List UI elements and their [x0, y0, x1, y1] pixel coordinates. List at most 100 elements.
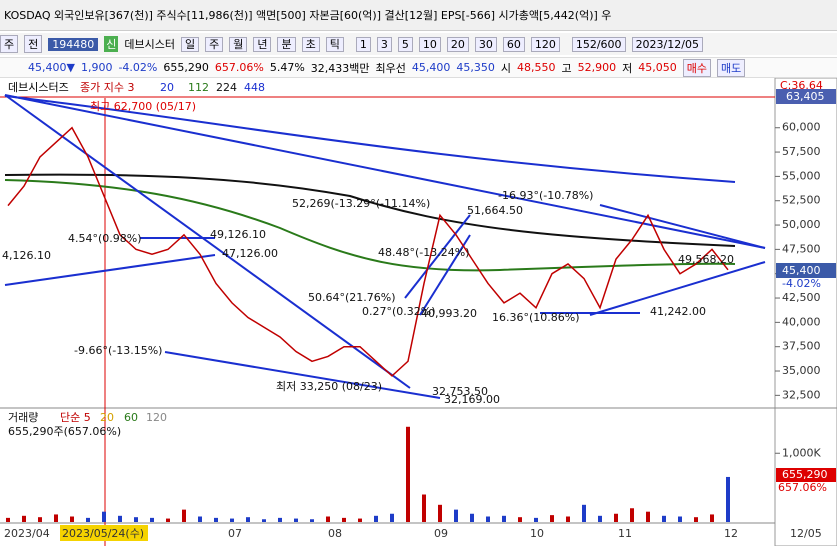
- volume-bar: [486, 516, 490, 522]
- unit-button[interactable]: 주: [205, 37, 224, 52]
- volume-legend: 거래량: [8, 411, 38, 424]
- volume-last: 655,290: [782, 468, 828, 481]
- annotation: -9.66°(-13.15%): [74, 344, 162, 357]
- volume-bar: [646, 511, 650, 522]
- volume-bar: [166, 518, 170, 522]
- unit-button[interactable]: 일: [180, 37, 200, 52]
- volume-bar: [262, 519, 266, 522]
- volume-bar: [470, 513, 474, 522]
- date[interactable]: 2023/12/05: [631, 36, 703, 52]
- buy[interactable]: 매수: [682, 58, 712, 77]
- chart: 32,50035,00037,50040,00042,50045,00047,5…: [0, 78, 837, 546]
- unit-button[interactable]: 초: [301, 37, 320, 52]
- unit-button[interactable]: 년: [253, 37, 272, 52]
- minute-button[interactable]: 5: [397, 36, 413, 52]
- y-tick-label: 52,500: [782, 194, 821, 207]
- annotation: 4,126.10: [2, 249, 51, 262]
- volume-bar: [422, 494, 426, 522]
- minute-button[interactable]: 120: [530, 36, 560, 52]
- volume-bar: [390, 513, 394, 522]
- minutes: 1 3 5 10 20 30 60 120: [355, 36, 566, 52]
- volume-bar: [70, 516, 74, 522]
- x-tick-label: 2023/05/24(수): [62, 527, 144, 540]
- volume-bar: [518, 517, 522, 522]
- minute-button[interactable]: 1: [355, 36, 371, 52]
- volume-bar: [726, 476, 730, 522]
- amount: 32,433백만: [310, 61, 370, 75]
- volume-bar: [86, 517, 90, 522]
- volume-bar: [630, 508, 634, 522]
- minute-button[interactable]: 20: [446, 36, 469, 52]
- volume-bar: [230, 518, 234, 522]
- annotation: 48.48°(-13.24%): [378, 246, 470, 259]
- volume-bar: [6, 517, 10, 522]
- count[interactable]: 152/600: [571, 36, 626, 52]
- title: KOSDAQ 외국인보유[367(천)] 주식수[11,986(천)] 액면[5…: [4, 9, 612, 22]
- y-tick-label: 60,000: [782, 121, 821, 134]
- annotation: 0.27°(0.32%): [362, 305, 436, 318]
- trend-lines: [4, 94, 766, 399]
- minute-button[interactable]: 3: [376, 36, 392, 52]
- minute-button[interactable]: 60: [502, 36, 525, 52]
- volume-bar: [198, 516, 202, 522]
- volume-bar: [710, 514, 714, 522]
- volume-bar: [502, 515, 506, 522]
- unit-button[interactable]: 월: [229, 37, 248, 52]
- volume-bar: [374, 515, 378, 522]
- moving-averages: [4, 95, 736, 272]
- high-label: 63,405: [786, 90, 825, 103]
- legend-name: 데브시스터즈: [8, 81, 69, 94]
- low: 45,050: [638, 61, 677, 74]
- unit-button[interactable]: 분: [277, 37, 296, 52]
- volume-bar: [182, 509, 186, 522]
- legend-close: 종가 지수 3: [80, 81, 134, 94]
- x-tick-label: 12: [724, 527, 738, 540]
- volume-bar: [406, 426, 410, 522]
- annotation: 41,242.00: [650, 305, 706, 318]
- last-rate: -4.02%: [782, 277, 821, 290]
- volume-legend: 20: [100, 411, 114, 424]
- volume-bar: [582, 504, 586, 522]
- volume-bar: [54, 514, 58, 522]
- code[interactable]: 194480: [48, 37, 99, 51]
- unit-button[interactable]: 틱: [325, 37, 344, 52]
- volume-bar: [358, 518, 362, 522]
- y-tick-label: 57,500: [782, 145, 821, 158]
- y-tick-label: 47,500: [782, 242, 821, 255]
- minute-button[interactable]: 10: [418, 36, 441, 52]
- minute-button[interactable]: 30: [474, 36, 497, 52]
- volume-legend: 단순 5: [60, 411, 91, 424]
- volume-bar: [278, 517, 282, 522]
- annotation: 50.64°(21.76%): [308, 291, 396, 304]
- change: 1,900: [80, 61, 113, 74]
- period[interactable]: 전: [24, 35, 43, 53]
- sell[interactable]: 매도: [717, 58, 746, 77]
- kind[interactable]: 주: [0, 35, 19, 53]
- x-tick-label: 2023/04: [4, 527, 50, 540]
- volume-bar: [454, 509, 458, 522]
- annotation: 49,568.20: [678, 253, 734, 266]
- last-label: 45,400: [782, 264, 821, 277]
- high-box: [776, 89, 836, 104]
- turnover: 5.47%: [269, 61, 305, 74]
- high: 52,900: [577, 61, 617, 74]
- volume-bar: [118, 515, 122, 522]
- title-bar: KOSDAQ 외국인보유[367(천)] 주식수[11,986(천)] 액면[5…: [0, 0, 837, 31]
- x-tick-label: 10: [530, 527, 544, 540]
- ma-224: [4, 173, 736, 247]
- volume-bar: [102, 511, 106, 522]
- quote-bar: 45,400▼ 1,900 -4.02% 655,290 657.06% 5.47% 32,…: [0, 57, 837, 78]
- legend-ma: 224: [216, 81, 237, 94]
- volume-legend: 60: [124, 411, 138, 424]
- volume-bar: [678, 516, 682, 522]
- annotation: 51,664.50: [467, 204, 523, 217]
- stock-name: 데브시스터: [124, 38, 175, 51]
- volume-bar: [550, 515, 554, 522]
- volume-summary: 655,290주(657.06%): [8, 425, 121, 438]
- ma-112: [4, 179, 736, 272]
- volume-bar: [38, 517, 42, 522]
- annotation: 최고 62,700 (05/17): [90, 100, 196, 113]
- open-label: 시: [500, 61, 512, 75]
